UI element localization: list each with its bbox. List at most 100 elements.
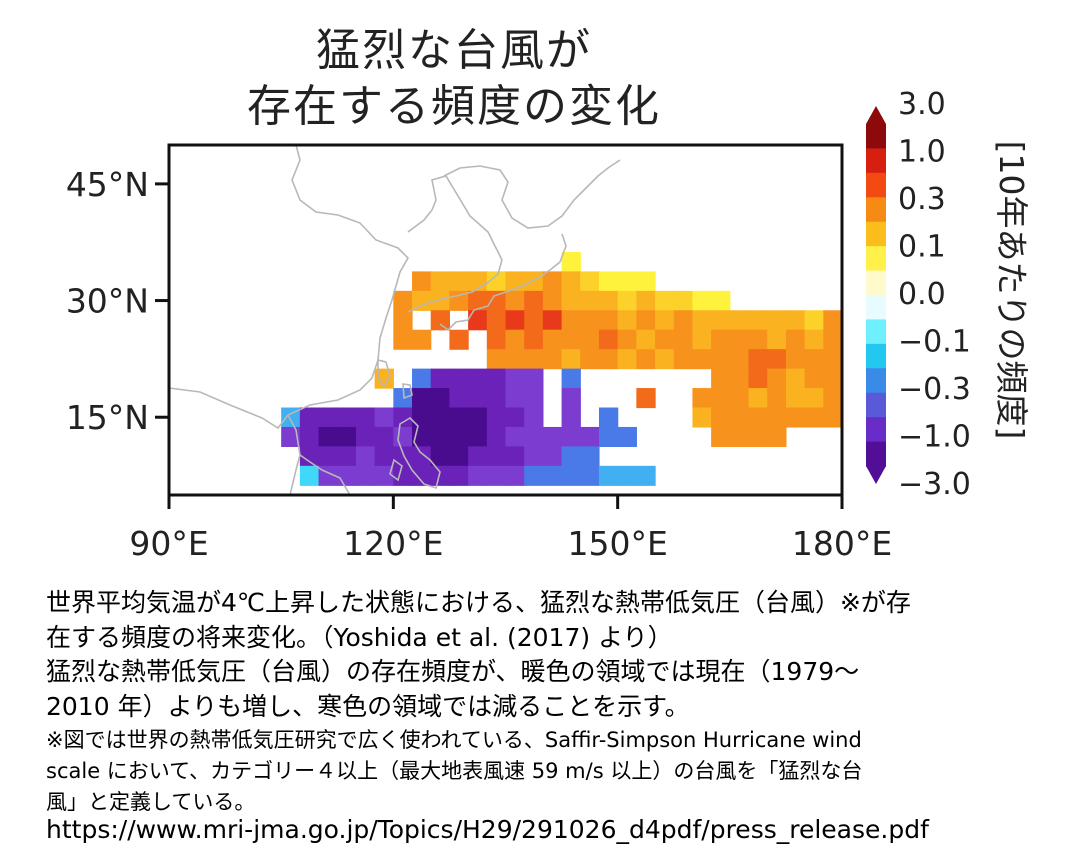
heatmap-cell	[449, 426, 469, 447]
heatmap-cell	[412, 388, 432, 409]
colorbar-swatch	[866, 270, 886, 296]
heatmap-cell	[468, 407, 488, 428]
colorbar-swatch	[866, 319, 886, 345]
lon-tick-label: 90°E	[129, 524, 208, 563]
heatmap-cell	[393, 407, 413, 428]
caption-note1: ※図では世界の熱帯低気圧研究で広く使われている、Saffir-Simpson H…	[46, 728, 862, 752]
heatmap-cell	[636, 310, 656, 331]
heatmap-cell	[561, 407, 581, 428]
heatmap-cell	[561, 388, 581, 409]
heatmap-cell	[412, 465, 432, 486]
heatmap-cell	[542, 271, 563, 292]
heatmap-cell	[505, 310, 525, 331]
heatmap-cell	[430, 407, 451, 428]
heatmap-cell	[598, 426, 619, 447]
colorbar-swatch	[866, 417, 886, 443]
heatmap-cell	[449, 465, 469, 486]
colorbar-swatch	[866, 392, 886, 418]
heatmap-cell	[449, 368, 469, 389]
heatmap-cell	[804, 329, 824, 350]
heatmap-cell	[505, 290, 525, 311]
heatmap-cell	[580, 329, 600, 350]
heatmap-cell	[561, 426, 581, 447]
heatmap-cell	[767, 349, 787, 370]
lon-tick-label: 150°E	[567, 524, 667, 563]
heatmap-cell	[636, 271, 656, 292]
heatmap-cell	[767, 329, 787, 350]
heatmap-cell	[785, 388, 806, 409]
caption-line2: 在する頻度の将来変化。（Yoshida et al. (2017) より）	[46, 623, 673, 652]
lat-tick-label: 30°N	[66, 282, 149, 321]
colorbar-title: [10年あたりの頻度]	[992, 141, 1031, 440]
heatmap-cell	[449, 271, 469, 292]
caption-line1: 世界平均気温が4℃上昇した状態における、猛烈な熱帯低気圧（台風）※が存	[46, 588, 911, 617]
heatmap-cell	[580, 349, 600, 370]
heatmap-cell	[468, 388, 488, 409]
heatmap-cell	[673, 310, 694, 331]
heatmap-cell	[748, 310, 768, 331]
colorbar-tick-label: 1.0	[898, 135, 946, 170]
heatmap-cell	[711, 407, 731, 428]
heatmap-cell	[636, 290, 656, 311]
heatmap-cell	[561, 446, 581, 467]
heatmap-cell	[711, 290, 731, 311]
heatmap-cell	[430, 426, 451, 447]
colorbar-tick-label: 3.0	[898, 87, 946, 122]
heatmap-cell	[486, 407, 507, 428]
heatmap-cell	[486, 329, 507, 350]
heatmap-cell	[561, 290, 581, 311]
heatmap-cell	[598, 310, 619, 331]
heatmap-cell	[729, 368, 750, 389]
heatmap-cell	[505, 446, 525, 467]
heatmap-cell	[617, 329, 637, 350]
heatmap-cell	[655, 329, 675, 350]
heatmap-cell	[524, 271, 544, 292]
heatmap-cell	[393, 465, 413, 486]
heatmap-cell	[524, 465, 544, 486]
heatmap-cell	[299, 426, 320, 447]
heatmap-cell	[673, 290, 694, 311]
colorbar-swatch	[866, 246, 886, 272]
heatmap-cell	[355, 465, 376, 486]
heatmap-cell	[542, 310, 563, 331]
heatmap-cell	[561, 310, 581, 331]
heatmap-cell	[823, 329, 842, 350]
heatmap-cell	[711, 426, 731, 447]
heatmap-cell	[524, 446, 544, 467]
heatmap-cell	[804, 349, 824, 370]
heatmap-cell	[524, 290, 544, 311]
heatmap-cell	[692, 310, 712, 331]
heatmap-cell	[449, 407, 469, 428]
heatmap-cell	[748, 329, 768, 350]
heatmap-cell	[673, 329, 694, 350]
heatmap-cell	[561, 251, 581, 272]
heatmap-cell	[486, 368, 507, 389]
colorbar-swatch	[866, 441, 886, 467]
heatmap-cell	[318, 407, 338, 428]
heatmap-cell	[617, 349, 637, 370]
heatmap-cell	[355, 446, 376, 467]
heatmap-cell	[785, 349, 806, 370]
heatmap-cell	[505, 426, 525, 447]
heatmap-cell	[430, 310, 451, 331]
heatmap-cell	[430, 368, 451, 389]
heatmap-cell	[505, 349, 525, 370]
heatmap-cell	[486, 465, 507, 486]
heatmap-cell	[412, 368, 432, 389]
heatmap-cell	[524, 426, 544, 447]
axes: 45°N 30°N 15°N 90°E 120°E 150°E 180°E	[66, 165, 892, 563]
heatmap-cell	[617, 290, 637, 311]
heatmap-cell	[636, 329, 656, 350]
heatmap-cell	[524, 368, 544, 389]
colorbar: 3.0 1.0 0.3 0.1 0.0 −0.1 −0.3 −1.0 −3.0	[866, 87, 971, 502]
plot-frame	[167, 143, 844, 497]
heatmap-cell	[561, 271, 581, 292]
heatmap-cell	[524, 349, 544, 370]
heatmap-cell	[355, 407, 376, 428]
heatmap-cells	[281, 251, 842, 486]
heatmap-cell	[580, 446, 600, 467]
heatmap-cell	[542, 446, 563, 467]
heatmap-cell	[542, 329, 563, 350]
heatmap-cell	[374, 465, 394, 486]
heatmap-cell	[542, 426, 563, 447]
